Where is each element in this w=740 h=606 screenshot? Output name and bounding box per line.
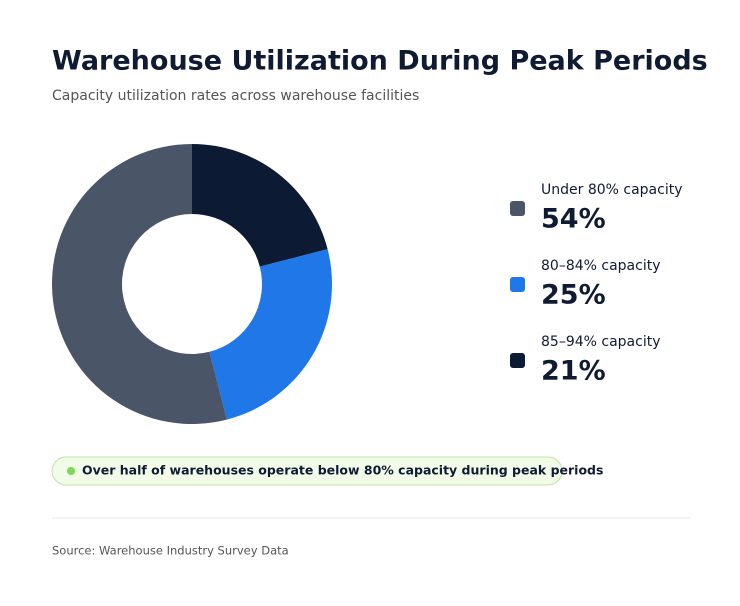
source: Source: Warehouse Industry Survey Data: [52, 544, 289, 558]
donut-slice: [52, 144, 227, 425]
annotation-dot: [67, 467, 75, 475]
legend-label: Under 80% capacity: [541, 182, 683, 198]
donut-slice: [209, 249, 333, 420]
annotation: Over half of warehouses operate below 80…: [82, 463, 603, 478]
donut-slice: [192, 144, 328, 267]
legend-label: 80–84% capacity: [541, 258, 661, 274]
legend-value: 21%: [541, 356, 606, 387]
legend-value: 25%: [541, 280, 606, 311]
legend-label: 85–94% capacity: [541, 334, 661, 350]
legend-swatch: [510, 201, 525, 216]
annotation-box: [51, 456, 563, 486]
legend-swatch: [510, 277, 525, 292]
legend-value: 54%: [541, 204, 606, 235]
legend-swatch: [510, 353, 525, 368]
chart-title: Warehouse Utilization During Peak Period…: [52, 46, 708, 77]
chart-subtitle: Capacity utilization rates across wareho…: [52, 88, 419, 104]
